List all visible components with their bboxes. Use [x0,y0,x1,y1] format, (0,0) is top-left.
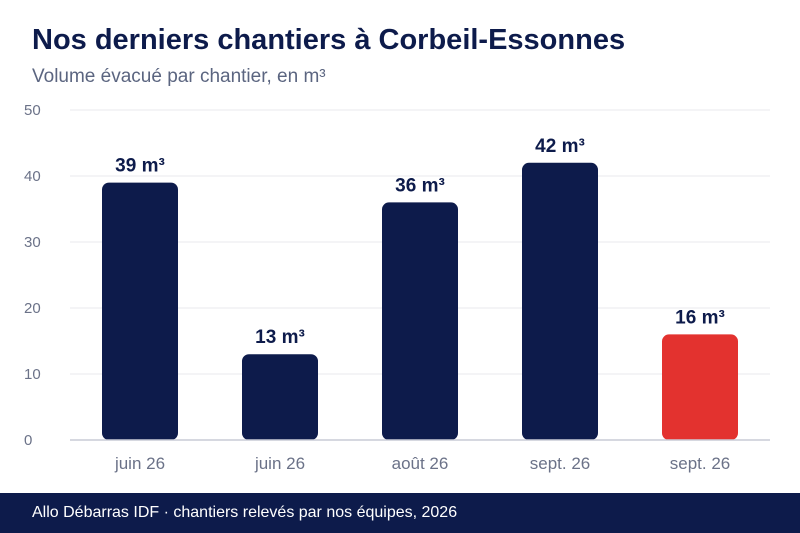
x-tick-label: août 26 [392,454,449,473]
x-tick-label: sept. 26 [530,454,591,473]
x-tick-label: juin 26 [254,454,305,473]
y-tick-label: 20 [24,300,41,317]
y-tick-label: 30 [24,234,41,251]
y-tick-label: 50 [24,102,41,119]
bar-chart: 0 10 20 30 40 50 39 m³ juin 26 13 m³ juin 26 36 m³… [24,102,770,473]
bar-value-label: 16 m³ [675,307,725,328]
y-tick-label: 40 [24,168,41,185]
bar [662,334,738,440]
bar [382,202,458,440]
bar-value-label: 13 m³ [255,327,305,348]
y-tick-label: 0 [24,432,32,449]
y-tick-label: 10 [24,366,41,383]
bar-value-label: 42 m³ [535,136,585,157]
chart-subtitle: Volume évacué par chantier, en m³ [32,66,326,87]
bar-value-label: 36 m³ [395,175,445,196]
bar-value-label: 39 m³ [115,156,165,177]
bar [242,354,318,440]
footer-bar: Allo Débarras IDF · chantiers relevés pa… [0,493,800,533]
chart-title: Nos derniers chantiers à Corbeil-Essonne… [32,24,626,56]
bar [522,162,598,441]
bar [102,182,178,440]
x-tick-label: sept. 26 [670,454,731,473]
footer-caption: Allo Débarras IDF · chantiers relevés pa… [32,504,458,521]
x-tick-label: juin 26 [114,454,165,473]
